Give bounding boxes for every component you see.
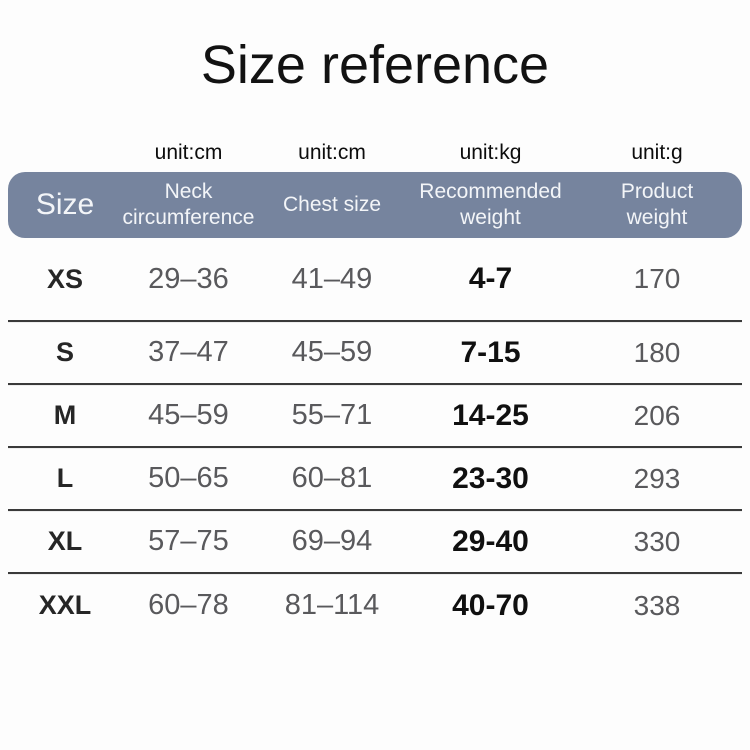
unit-label-chest: unit:cm xyxy=(298,141,366,164)
table-row: L 50–65 60–81 23-30 293 xyxy=(8,448,742,511)
table-row: S 37–47 45–59 7-15 180 xyxy=(8,322,742,385)
recommended-weight-value: 29-40 xyxy=(452,524,529,558)
recommended-weight-value: 14-25 xyxy=(452,398,529,432)
table-row: XXL 60–78 81–114 40-70 338 xyxy=(8,574,742,637)
recommended-weight-value: 23-30 xyxy=(452,461,529,495)
size-label: M xyxy=(53,400,77,430)
product-weight-value: 170 xyxy=(633,263,681,294)
size-label: XXL xyxy=(38,590,92,620)
table-body: XS 29–36 41–49 4-7 170 S 37–47 45–59 7-1… xyxy=(0,238,750,637)
header-size: Size xyxy=(35,187,95,221)
units-row: unit:cm unit:cm unit:kg unit:g xyxy=(8,140,742,166)
header-neck-circumference: Neck circumference xyxy=(122,180,255,229)
header-product-weight: Product weight xyxy=(620,180,694,229)
header-recommended-weight: Recommended weight xyxy=(419,180,562,229)
size-label: L xyxy=(56,463,74,493)
product-weight-value: 330 xyxy=(633,525,681,557)
unit-label-neck: unit:cm xyxy=(154,141,223,164)
neck-circumference-value: 60–78 xyxy=(148,589,229,621)
chest-size-value: 69–94 xyxy=(291,525,373,557)
neck-circumference-value: 57–75 xyxy=(148,525,229,557)
page-title: Size reference xyxy=(200,35,550,95)
unit-label-weight: unit:kg xyxy=(459,141,522,164)
chest-size-value: 45–59 xyxy=(291,336,373,368)
product-weight-value: 338 xyxy=(633,589,681,621)
recommended-weight-value: 7-15 xyxy=(460,335,521,369)
size-label: XS xyxy=(46,263,84,294)
table-row: M 45–59 55–71 14-25 206 xyxy=(8,385,742,448)
chest-size-value: 81–114 xyxy=(284,589,380,621)
chest-size-value: 55–71 xyxy=(291,399,373,431)
header-chest-size: Chest size xyxy=(282,193,382,217)
table-row: XL 57–75 69–94 29-40 330 xyxy=(8,511,742,574)
recommended-weight-value: 4-7 xyxy=(468,262,513,295)
chest-size-value: 60–81 xyxy=(291,462,373,494)
table-row: XS 29–36 41–49 4-7 170 xyxy=(8,238,742,322)
neck-circumference-value: 29–36 xyxy=(148,262,229,295)
size-label: S xyxy=(55,337,74,367)
unit-label-product: unit:g xyxy=(631,141,683,164)
neck-circumference-value: 50–65 xyxy=(148,462,229,494)
product-weight-value: 180 xyxy=(633,336,681,368)
neck-circumference-value: 45–59 xyxy=(148,399,229,431)
product-weight-value: 293 xyxy=(633,462,681,494)
table-header: Size Neck circumference Chest size Recom… xyxy=(8,172,742,238)
neck-circumference-value: 37–47 xyxy=(148,336,229,368)
recommended-weight-value: 40-70 xyxy=(452,588,529,622)
unit-spacer xyxy=(8,140,122,166)
size-label: XL xyxy=(47,526,83,556)
chest-size-value: 41–49 xyxy=(291,262,373,295)
product-weight-value: 206 xyxy=(633,399,681,431)
